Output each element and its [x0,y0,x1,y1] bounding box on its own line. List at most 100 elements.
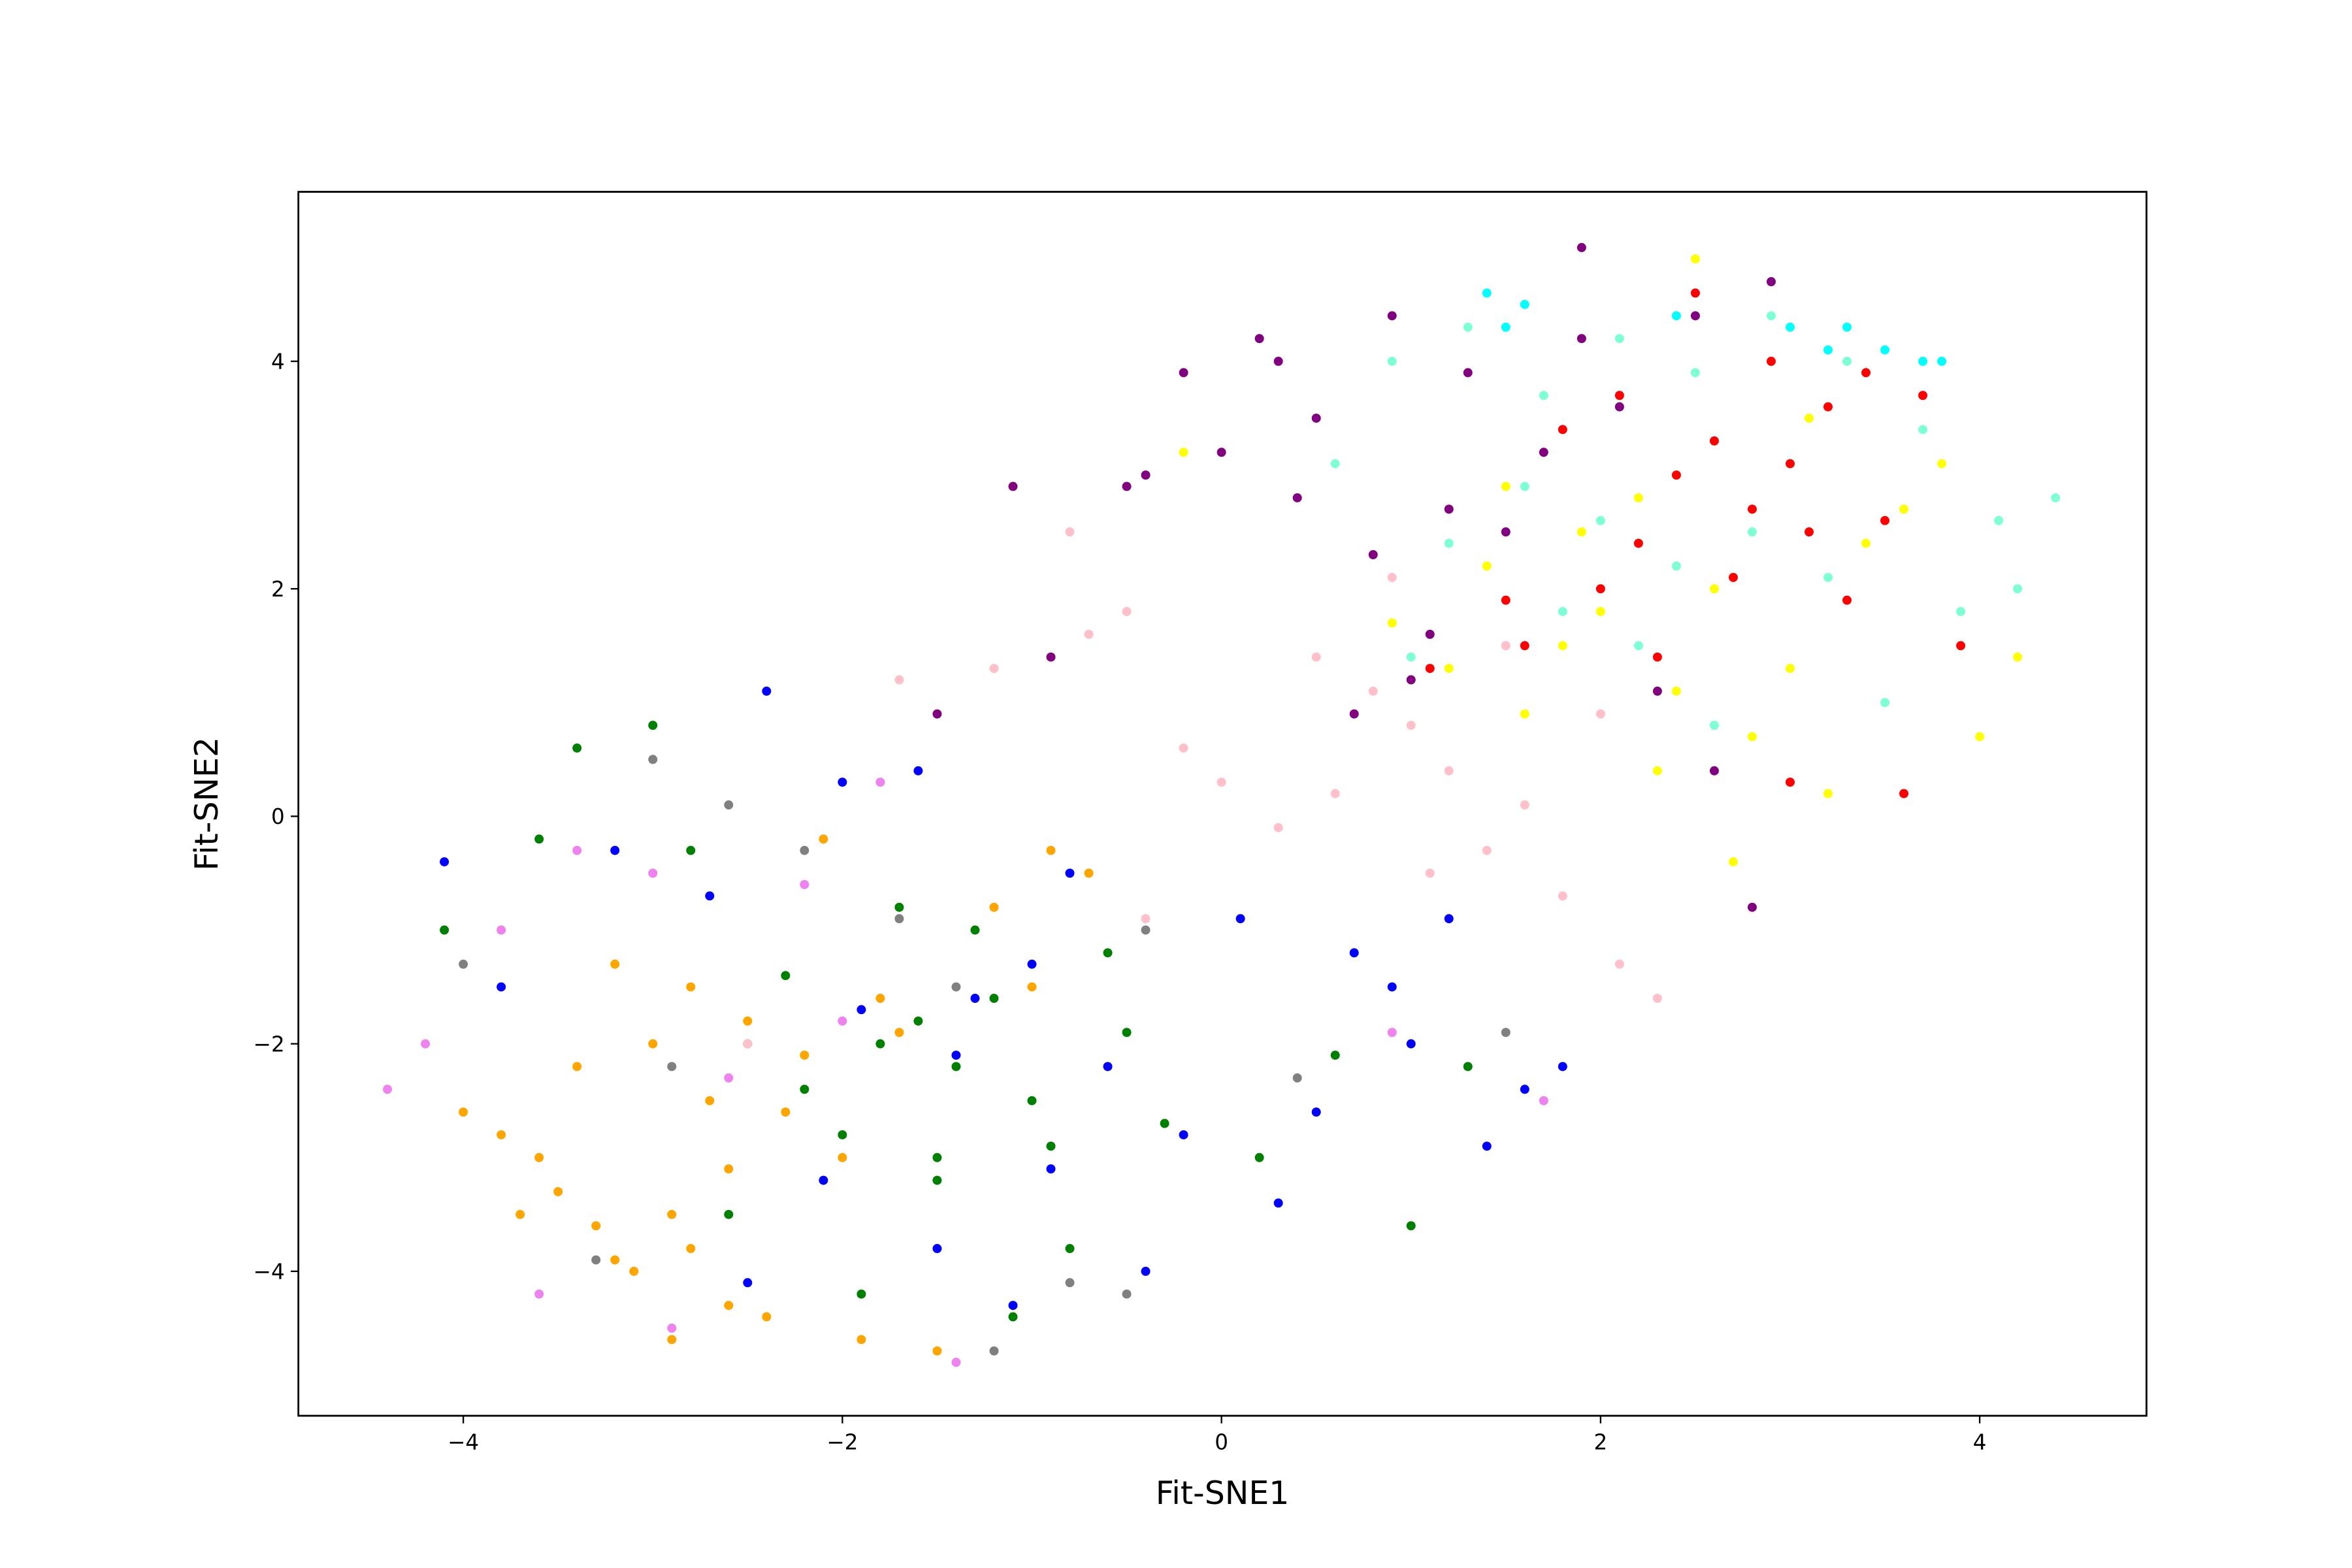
point [1539,1096,1548,1105]
y-tick-label: −2 [253,1032,285,1056]
point [1728,572,1738,582]
point [743,1039,753,1049]
point [1084,629,1094,639]
point [1956,641,1966,651]
point [1786,459,1795,468]
point [648,755,658,764]
point [1463,368,1473,378]
point [932,1244,942,1254]
point [762,686,772,696]
point [875,777,885,787]
point [1823,572,1833,582]
point [819,1175,828,1185]
point [1520,709,1529,719]
point [1709,584,1719,594]
point [1975,732,1985,742]
point [1595,515,1605,525]
point [440,925,449,935]
point [1008,1301,1018,1311]
x-tick-label: 0 [1215,1429,1228,1454]
point [1027,982,1037,992]
point [1046,652,1056,662]
point [1368,550,1378,559]
point [1160,1119,1169,1128]
point [1179,448,1188,457]
point [1406,1221,1416,1231]
point [1046,1164,1056,1174]
point [989,664,999,674]
point [1273,823,1283,832]
point [1065,1244,1075,1254]
point [1842,357,1852,367]
point [1595,584,1605,594]
point [1065,868,1075,878]
point [1008,482,1018,491]
point [1463,322,1473,332]
point [1520,1085,1529,1094]
point [1217,448,1226,457]
point [1141,925,1151,935]
point [1273,357,1283,367]
point [1501,595,1511,605]
point [1558,425,1567,434]
point [1482,1141,1492,1151]
point [1311,414,1321,423]
point [667,1335,677,1345]
point [932,709,942,719]
point [951,1358,961,1367]
point [1918,425,1928,434]
point [667,1323,677,1333]
point [1937,357,1947,367]
point [610,1255,620,1265]
point [1558,891,1567,901]
point [1311,1107,1321,1117]
point [1254,334,1264,344]
point [1330,459,1340,468]
point [1406,721,1416,730]
point [1387,618,1397,628]
point [1482,288,1492,298]
point [1501,322,1511,332]
point [648,1039,658,1049]
point [800,879,809,889]
point [1235,914,1245,924]
point [989,994,999,1004]
point [1179,1130,1188,1139]
point [667,1209,677,1219]
point [989,902,999,912]
x-tick-label: 4 [1973,1429,1987,1454]
point [1444,504,1454,514]
point [1387,357,1397,367]
point [1027,1096,1037,1105]
point [1254,1152,1264,1162]
point [459,959,468,969]
point [1766,311,1776,321]
point [2013,584,2023,594]
point [1880,698,1890,708]
point [1558,641,1567,651]
point [1425,629,1435,639]
point [1671,561,1681,571]
point [1084,868,1094,878]
point [1292,493,1302,502]
point [1122,1028,1132,1037]
point [838,777,847,787]
point [1349,709,1359,719]
point [1614,402,1624,412]
point [970,994,980,1004]
point [1918,357,1928,367]
point [1690,288,1700,298]
point [610,959,620,969]
point [1576,334,1586,344]
point [383,1085,393,1094]
point [1842,322,1852,332]
point [686,1244,696,1254]
point [1786,322,1795,332]
point [1463,1062,1473,1071]
point [1823,402,1833,412]
y-tick-label: 4 [271,350,285,374]
point [1880,515,1890,525]
point [1690,311,1700,321]
point [1918,391,1928,400]
